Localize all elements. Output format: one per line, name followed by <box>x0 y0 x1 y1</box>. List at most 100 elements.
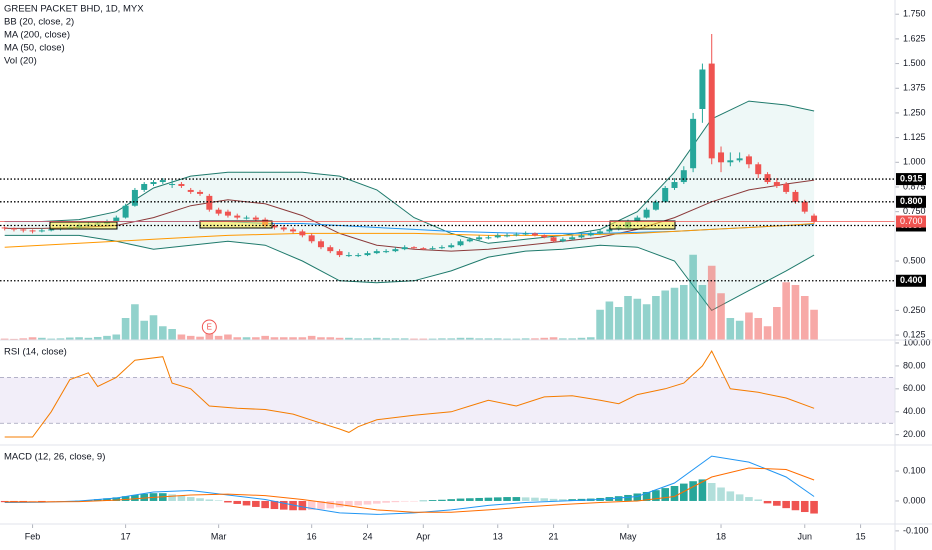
macd-histogram-bar <box>717 487 725 501</box>
macd-histogram-bar <box>438 499 446 501</box>
candle-body <box>113 217 120 222</box>
candle-body <box>466 239 473 242</box>
macd-histogram-bar <box>503 497 511 501</box>
volume-bar <box>410 338 418 340</box>
candle-body <box>569 237 576 240</box>
volume-bar <box>745 312 753 340</box>
volume-bar <box>224 334 232 340</box>
macd-histogram-bar <box>680 483 688 501</box>
volume-bar <box>754 318 763 340</box>
macd-histogram-bar <box>670 485 679 501</box>
macd-histogram-bar <box>317 500 325 510</box>
macd-tick-label: -0.100 <box>903 525 929 535</box>
volume-bar <box>521 338 530 340</box>
macd-histogram-bar <box>810 500 818 514</box>
candle-body <box>718 152 725 163</box>
candle-body <box>550 237 557 242</box>
x-tick-label: 21 <box>549 531 559 541</box>
macd-histogram-bar <box>568 499 576 501</box>
candle-body <box>699 69 706 109</box>
macd-histogram-bar <box>205 499 214 501</box>
volume-bar <box>735 320 744 340</box>
candle-body <box>141 184 148 190</box>
level-label: 0.800 <box>900 196 923 206</box>
macd-histogram-bar <box>540 498 549 501</box>
candle-body <box>494 235 501 238</box>
macd-histogram-bar <box>326 500 335 509</box>
macd-histogram-bar <box>773 500 781 506</box>
candle-body <box>671 182 678 188</box>
volume-bar <box>140 320 149 340</box>
volume-bar <box>614 307 623 340</box>
volume-bar <box>531 338 539 340</box>
x-tick-label: 16 <box>307 531 317 541</box>
macd-histogram-bar <box>549 498 558 501</box>
macd-histogram-bar <box>289 500 297 511</box>
candle-body <box>308 235 315 242</box>
volume-bar <box>317 337 325 340</box>
volume-bar <box>242 337 251 340</box>
candle-body <box>48 229 55 231</box>
volume-bar <box>475 338 483 340</box>
volume-bar <box>568 338 576 340</box>
macd-histogram-bar <box>475 497 483 501</box>
macd-histogram-bar <box>689 481 697 501</box>
macd-histogram-bar <box>186 497 195 501</box>
highlight-box <box>199 220 273 229</box>
x-tick-label: 15 <box>856 531 866 541</box>
volume-bar <box>93 336 102 340</box>
volume-bar <box>596 309 604 340</box>
volume-bar <box>698 285 707 340</box>
volume-bar <box>800 296 809 340</box>
candle-body <box>476 237 483 240</box>
candle-body <box>290 229 297 232</box>
volume-bar <box>103 335 111 340</box>
candle-body <box>122 205 129 218</box>
candle-body <box>187 189 194 192</box>
macd-histogram-bar <box>745 497 753 501</box>
macd-line <box>4 455 815 515</box>
macd-histogram-bar <box>800 500 809 513</box>
candle-body <box>364 253 371 256</box>
x-tick-label: Jun <box>797 531 812 541</box>
macd-histogram-bar <box>233 500 242 504</box>
candle-body <box>522 233 529 235</box>
macd-histogram-bar <box>121 496 130 501</box>
volume-bar <box>438 338 446 340</box>
macd-histogram-bar <box>131 494 139 501</box>
rsi-line <box>4 349 815 438</box>
macd-histogram-bar <box>391 500 400 503</box>
candle-body <box>373 251 380 254</box>
candle-body <box>587 233 594 236</box>
level-label: 0.400 <box>900 275 923 285</box>
volume-bar <box>149 315 158 340</box>
macd-histogram-bar <box>661 488 670 501</box>
ma-line <box>4 223 815 248</box>
volume-bar <box>0 338 9 340</box>
macd-histogram-bar <box>112 497 121 501</box>
macd-histogram-bar <box>242 500 251 506</box>
x-tick-label: 24 <box>362 531 372 541</box>
volume-bar <box>363 338 372 340</box>
plot-layer <box>1 33 818 515</box>
y-tick-label: 1.500 <box>903 58 926 68</box>
macd-histogram-bar <box>782 500 790 509</box>
volume-bar <box>670 287 679 340</box>
bb-fill <box>4 101 815 311</box>
macd-tick-label: 0.000 <box>903 495 926 505</box>
candle-body <box>10 228 17 230</box>
macd-histogram-bar <box>559 499 567 501</box>
legend-entry: MA (50, close) <box>4 43 65 54</box>
volume-bar <box>419 338 428 340</box>
macd-histogram-bar <box>0 500 9 503</box>
candle-body <box>531 233 538 236</box>
volume-bar <box>307 335 316 340</box>
candle-body <box>597 231 604 234</box>
volume-bar <box>28 337 37 340</box>
candle-body <box>690 118 697 169</box>
candle-body <box>252 217 259 220</box>
macd-histogram-bar <box>354 500 362 506</box>
candle-body <box>811 215 818 222</box>
volume-bar <box>391 338 400 340</box>
macd-histogram-bar <box>307 500 316 510</box>
